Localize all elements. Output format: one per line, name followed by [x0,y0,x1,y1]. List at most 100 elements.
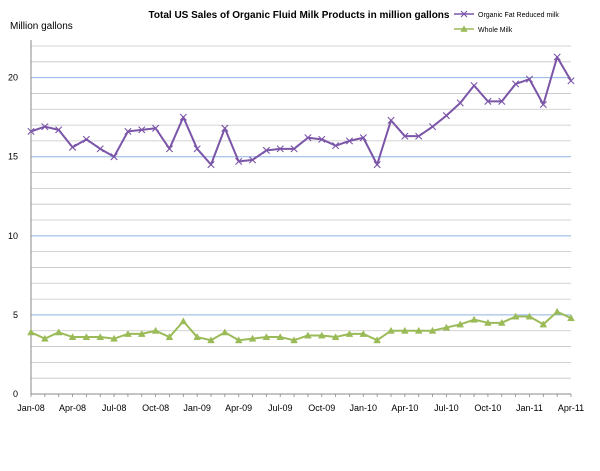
data-point-marker [470,315,478,323]
data-point-marker [221,124,229,132]
legend-marker-triangle-icon [460,25,468,32]
data-point-marker [110,334,118,342]
data-point-marker [96,333,105,341]
x-tick-label: Jan-08 [17,403,45,413]
data-point-marker [235,157,243,166]
data-point-marker [553,53,561,61]
data-point-marker [165,333,174,341]
legend-label-whole-milk: Whole Milk [478,27,513,34]
data-point-marker [27,127,35,136]
data-point-marker [539,320,548,328]
x-tick-label: Jul-09 [268,403,293,413]
data-point-marker [318,135,326,143]
data-point-marker [290,145,298,153]
data-point-marker [193,333,201,341]
data-point-marker [331,333,340,341]
data-point-marker [401,326,409,334]
data-point-marker [55,126,63,134]
legend: Organic Fat Reduced milk Whole Milk [454,10,559,34]
data-point-marker [553,307,561,315]
data-point-marker [428,123,437,131]
x-tick-label: Oct-09 [308,403,335,413]
data-point-marker [359,134,367,142]
x-tick-label: Oct-10 [474,403,501,413]
data-point-marker [234,336,243,344]
data-point-marker [54,328,63,336]
data-point-marker [332,142,340,150]
legend-label-fat-reduced: Organic Fat Reduced milk [478,12,559,19]
y-axis-unit-label: Million gallons [10,21,73,32]
data-point-marker [68,333,77,341]
data-point-marker [442,323,451,331]
chart-title: Total US Sales of Organic Fluid Milk Pro… [149,10,450,21]
y-tick-label: 15 [8,152,18,162]
x-tick-label: Jan-11 [516,403,543,413]
y-tick-label: 5 [13,310,18,320]
data-point-marker [110,153,118,161]
data-point-marker [497,318,506,326]
y-tick-label: 10 [8,231,18,241]
data-point-marker [401,132,409,140]
data-point-marker [248,156,257,164]
x-tick-label: Apr-11 [558,403,584,413]
data-point-marker [276,145,284,153]
series-fat-reduced [27,53,575,169]
legend-marker-shape [460,25,468,32]
data-point-marker [124,329,132,337]
series-layer [27,53,575,344]
x-tick-label: Jan-09 [183,403,211,413]
data-point-marker [498,97,506,105]
data-point-marker [387,116,395,124]
legend-marker-shape [460,10,468,18]
data-point-marker [539,100,547,109]
x-axis-tick-labels: Jan-08 Apr-08 Jul-08 Oct-08 Jan-09 Apr-09 Jul-… [17,403,584,413]
data-point-marker [276,333,285,341]
data-point-marker [304,331,312,339]
series-whole-milk [27,307,575,344]
data-point-marker [27,328,35,336]
data-point-marker [41,123,49,131]
data-point-marker [567,77,575,85]
data-point-marker [373,336,381,344]
x-tick-label: Apr-09 [225,403,252,413]
data-point-marker [428,326,437,334]
series-line [30,56,572,166]
y-tick-label: 0 [13,389,18,399]
x-tick-label: Oct-08 [142,403,169,413]
y-tick-label: 20 [8,73,18,83]
data-point-marker [511,312,520,320]
data-point-marker [290,336,298,344]
data-point-marker [456,320,465,328]
data-point-marker [373,161,381,169]
data-point-marker [248,334,257,342]
series-line [30,310,572,342]
data-point-marker [414,326,423,334]
data-point-marker [138,126,146,134]
data-point-marker [484,318,492,326]
data-point-marker [152,124,160,132]
data-point-marker [456,99,464,107]
data-point-marker [442,112,450,120]
data-point-marker [207,161,215,169]
data-point-marker [525,312,534,320]
data-point-marker [525,75,534,83]
data-point-marker [193,145,201,153]
data-point-marker [567,314,575,322]
data-point-marker [179,317,188,325]
data-point-marker [96,145,104,153]
gridlines [31,45,571,379]
data-point-marker [82,333,91,341]
data-point-marker [207,336,215,344]
legend-marker-x-icon [460,10,468,18]
x-tick-label: Jul-10 [434,403,459,413]
data-point-marker [41,334,49,342]
data-point-marker [137,329,146,337]
x-tick-label: Apr-08 [59,403,86,413]
data-point-marker [484,97,492,105]
data-point-marker [415,132,423,140]
data-point-marker [359,329,368,337]
data-point-marker [262,146,270,154]
data-point-marker [179,113,187,121]
data-point-marker [345,137,354,145]
